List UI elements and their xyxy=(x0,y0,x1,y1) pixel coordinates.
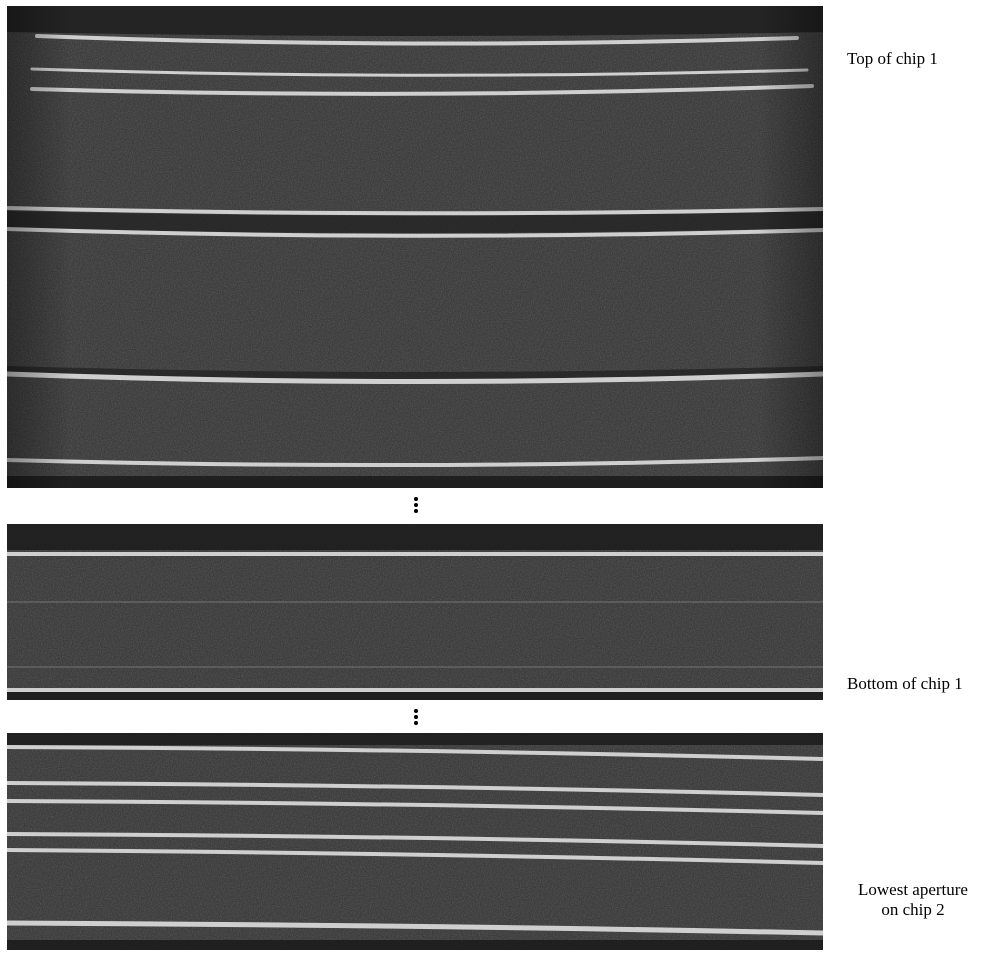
order-trace xyxy=(7,832,823,848)
ellipsis-separator xyxy=(413,497,419,515)
label-lowest-aperture-chip-2: Lowest aperture on chip 2 xyxy=(858,880,968,919)
echelle-image-lowest-aperture-chip-2 xyxy=(7,733,823,950)
echelle-image-bottom-of-chip-1 xyxy=(7,524,823,700)
order-traces xyxy=(7,552,823,692)
order-trace xyxy=(7,745,823,761)
order-trace xyxy=(7,781,823,797)
order-trace xyxy=(7,920,823,936)
order-trace xyxy=(7,799,823,815)
label-bottom-of-chip-1: Bottom of chip 1 xyxy=(847,674,963,693)
ellipsis-separator xyxy=(413,709,419,727)
sky-lines xyxy=(7,601,823,668)
echelle-image-top-of-chip-1 xyxy=(7,6,823,488)
label-top-of-chip-1: Top of chip 1 xyxy=(847,49,938,68)
order-traces xyxy=(7,745,823,936)
order-trace xyxy=(7,848,823,865)
